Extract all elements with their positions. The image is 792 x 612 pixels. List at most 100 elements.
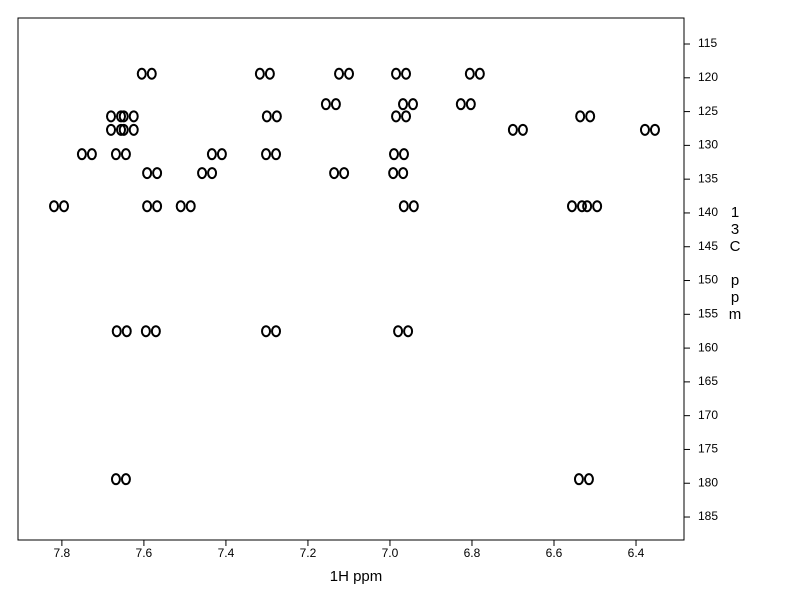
cross-peak	[142, 167, 163, 180]
x-tick-label: 6.4	[628, 546, 645, 560]
peak-contour	[185, 200, 196, 213]
cross-peak	[261, 325, 282, 338]
peak-contour	[391, 67, 402, 80]
peak-contour	[152, 167, 163, 180]
peak-contour	[401, 110, 412, 123]
cross-peak	[106, 110, 127, 123]
peak-contour	[398, 148, 409, 161]
peak-contour	[398, 167, 409, 180]
peak-contour	[464, 67, 475, 80]
cross-peak	[49, 200, 70, 213]
peak-contour	[146, 67, 157, 80]
peak-contour	[140, 325, 151, 338]
peak-contour	[465, 98, 476, 111]
peak-contour	[106, 123, 117, 136]
peak-contour	[76, 148, 87, 161]
peak-contour	[474, 67, 485, 80]
peak-contour	[585, 110, 596, 123]
cross-peak	[261, 110, 282, 123]
peak-contour	[271, 325, 282, 338]
x-tick-label: 7.0	[382, 546, 399, 560]
y-tick-label: 120	[698, 70, 718, 84]
cross-peak	[254, 67, 275, 80]
peak-contour	[455, 98, 466, 111]
cross-peak	[118, 123, 139, 136]
y-tick-label: 165	[698, 374, 718, 388]
peak-contour	[393, 325, 404, 338]
peak-contour	[573, 473, 584, 486]
y-axis-label: 13C ppm	[727, 204, 744, 323]
peak-contour	[271, 110, 282, 123]
peak-contour	[575, 110, 586, 123]
x-tick-label: 7.8	[54, 546, 71, 560]
peak-contour	[261, 325, 272, 338]
y-tick-label: 185	[698, 509, 718, 523]
peak-contour	[329, 167, 340, 180]
peak-contour	[339, 167, 350, 180]
cross-peak	[639, 123, 660, 136]
cross-peak	[566, 200, 587, 213]
cross-peak	[261, 148, 282, 161]
peak-contour	[197, 167, 208, 180]
cross-peak	[110, 473, 131, 486]
peak-contour	[582, 200, 593, 213]
peak-contour	[110, 473, 121, 486]
peak-contour	[592, 200, 603, 213]
cross-peak	[388, 167, 409, 180]
peak-contour	[120, 473, 131, 486]
cross-peak	[334, 67, 355, 80]
peak-contour	[110, 148, 121, 161]
y-tick-label: 160	[698, 340, 718, 354]
cross-peak	[140, 325, 161, 338]
cross-peak	[464, 67, 485, 80]
cross-peak	[398, 200, 419, 213]
x-axis-label: 1H ppm	[330, 568, 383, 585]
y-tick-label: 145	[698, 239, 718, 253]
peak-contour	[388, 167, 399, 180]
peak-contour	[206, 148, 217, 161]
peak-contour	[49, 200, 60, 213]
x-tick-label: 7.2	[300, 546, 317, 560]
x-tick-label: 7.4	[218, 546, 235, 560]
cross-peak	[206, 148, 227, 161]
peak-contour	[391, 110, 402, 123]
cross-peak	[329, 167, 350, 180]
peak-contour	[106, 110, 117, 123]
cross-peak	[175, 200, 196, 213]
peak-contour	[261, 110, 272, 123]
cross-peak	[391, 110, 412, 123]
peak-contour	[398, 98, 409, 111]
cross-peak	[106, 123, 127, 136]
cross-peak	[455, 98, 476, 111]
y-tick-label: 125	[698, 104, 718, 118]
peak-contour	[216, 148, 227, 161]
peak-contour	[398, 200, 409, 213]
y-tick-label: 135	[698, 171, 718, 185]
peak-contour	[118, 110, 129, 123]
y-tick-label: 170	[698, 408, 718, 422]
cross-peak	[320, 98, 341, 111]
peak-contour	[271, 148, 282, 161]
peak-contour	[136, 67, 147, 80]
cross-peak	[393, 325, 414, 338]
peak-contour	[207, 167, 218, 180]
peak-contour	[330, 98, 341, 111]
cross-peak	[142, 200, 163, 213]
cross-peak	[118, 110, 139, 123]
x-tick-label: 6.8	[464, 546, 481, 560]
cross-peak	[136, 67, 157, 80]
x-tick-label: 6.6	[546, 546, 563, 560]
peak-contour	[150, 325, 161, 338]
peak-contour	[111, 325, 122, 338]
cross-peak	[111, 325, 132, 338]
peak-contour	[59, 200, 70, 213]
peak-contour	[344, 67, 355, 80]
peak-contour	[403, 325, 414, 338]
peak-contour	[264, 67, 275, 80]
cross-peak	[76, 148, 97, 161]
cross-peak	[398, 98, 419, 111]
peak-contour	[121, 325, 132, 338]
peak-contour	[128, 123, 139, 136]
cross-peak	[582, 200, 603, 213]
